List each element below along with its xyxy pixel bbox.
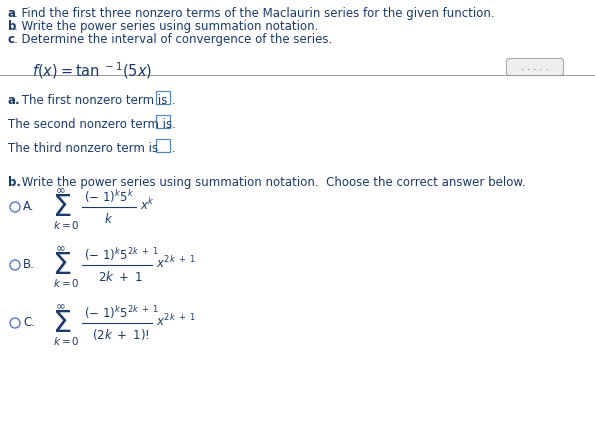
Text: $\infty$: $\infty$: [55, 299, 65, 312]
Text: a.: a.: [8, 94, 21, 107]
Text: The second nonzero term is: The second nonzero term is: [8, 118, 172, 131]
Text: $x^{2k\ +\ 1}$: $x^{2k\ +\ 1}$: [156, 312, 196, 328]
Text: $k$: $k$: [104, 212, 113, 226]
Text: .: .: [171, 141, 176, 155]
FancyBboxPatch shape: [506, 60, 563, 76]
Text: $(2k\ +\ 1)!$: $(2k\ +\ 1)!$: [92, 327, 150, 342]
Text: $x^k$: $x^k$: [140, 197, 155, 212]
Text: The third nonzero term is: The third nonzero term is: [8, 141, 158, 155]
Text: $\Sigma$: $\Sigma$: [52, 250, 71, 279]
Text: $k=0$: $k=0$: [53, 334, 80, 346]
Text: .: .: [171, 94, 176, 107]
Text: $x^{2k\ +\ 1}$: $x^{2k\ +\ 1}$: [156, 254, 196, 270]
Text: .: .: [171, 118, 176, 131]
Text: $\Sigma$: $\Sigma$: [52, 308, 71, 337]
Text: . Determine the interval of convergence of the series.: . Determine the interval of convergence …: [14, 33, 332, 46]
Text: $2k\ +\ 1$: $2k\ +\ 1$: [98, 269, 143, 283]
Text: c: c: [8, 33, 15, 46]
Bar: [156, 140, 170, 153]
Text: $f(x) = \mathregular{tan}^{\ -1}(5x)$: $f(x) = \mathregular{tan}^{\ -1}(5x)$: [32, 60, 152, 81]
Text: $(-\ 1)^k5^k$: $(-\ 1)^k5^k$: [84, 188, 134, 205]
Text: $\Sigma$: $\Sigma$: [52, 192, 71, 221]
Text: $k=0$: $k=0$: [53, 219, 80, 230]
Bar: [156, 92, 170, 105]
Text: b.: b.: [8, 176, 21, 189]
Text: C.: C.: [23, 316, 35, 329]
Bar: [156, 116, 170, 129]
Text: $\infty$: $\infty$: [55, 183, 65, 196]
Text: $(-\ 1)^k5^{2k\ +\ 1}$: $(-\ 1)^k5^{2k\ +\ 1}$: [84, 304, 159, 321]
Text: B.: B.: [23, 258, 35, 271]
Text: . Write the power series using summation notation.: . Write the power series using summation…: [14, 20, 318, 33]
Text: . . . . .: . . . . .: [521, 62, 549, 72]
Text: . Find the first three nonzero terms of the Maclaurin series for the given funct: . Find the first three nonzero terms of …: [14, 7, 494, 20]
Text: Write the power series using summation notation.  Choose the correct answer belo: Write the power series using summation n…: [18, 176, 525, 189]
Text: b: b: [8, 20, 17, 33]
Text: The first nonzero term is: The first nonzero term is: [18, 94, 167, 107]
Text: $\infty$: $\infty$: [55, 241, 65, 254]
Text: $(-\ 1)^k5^{2k\ +\ 1}$: $(-\ 1)^k5^{2k\ +\ 1}$: [84, 246, 159, 263]
Text: $k=0$: $k=0$: [53, 276, 80, 288]
Text: a: a: [8, 7, 16, 20]
Text: A.: A.: [23, 200, 35, 213]
